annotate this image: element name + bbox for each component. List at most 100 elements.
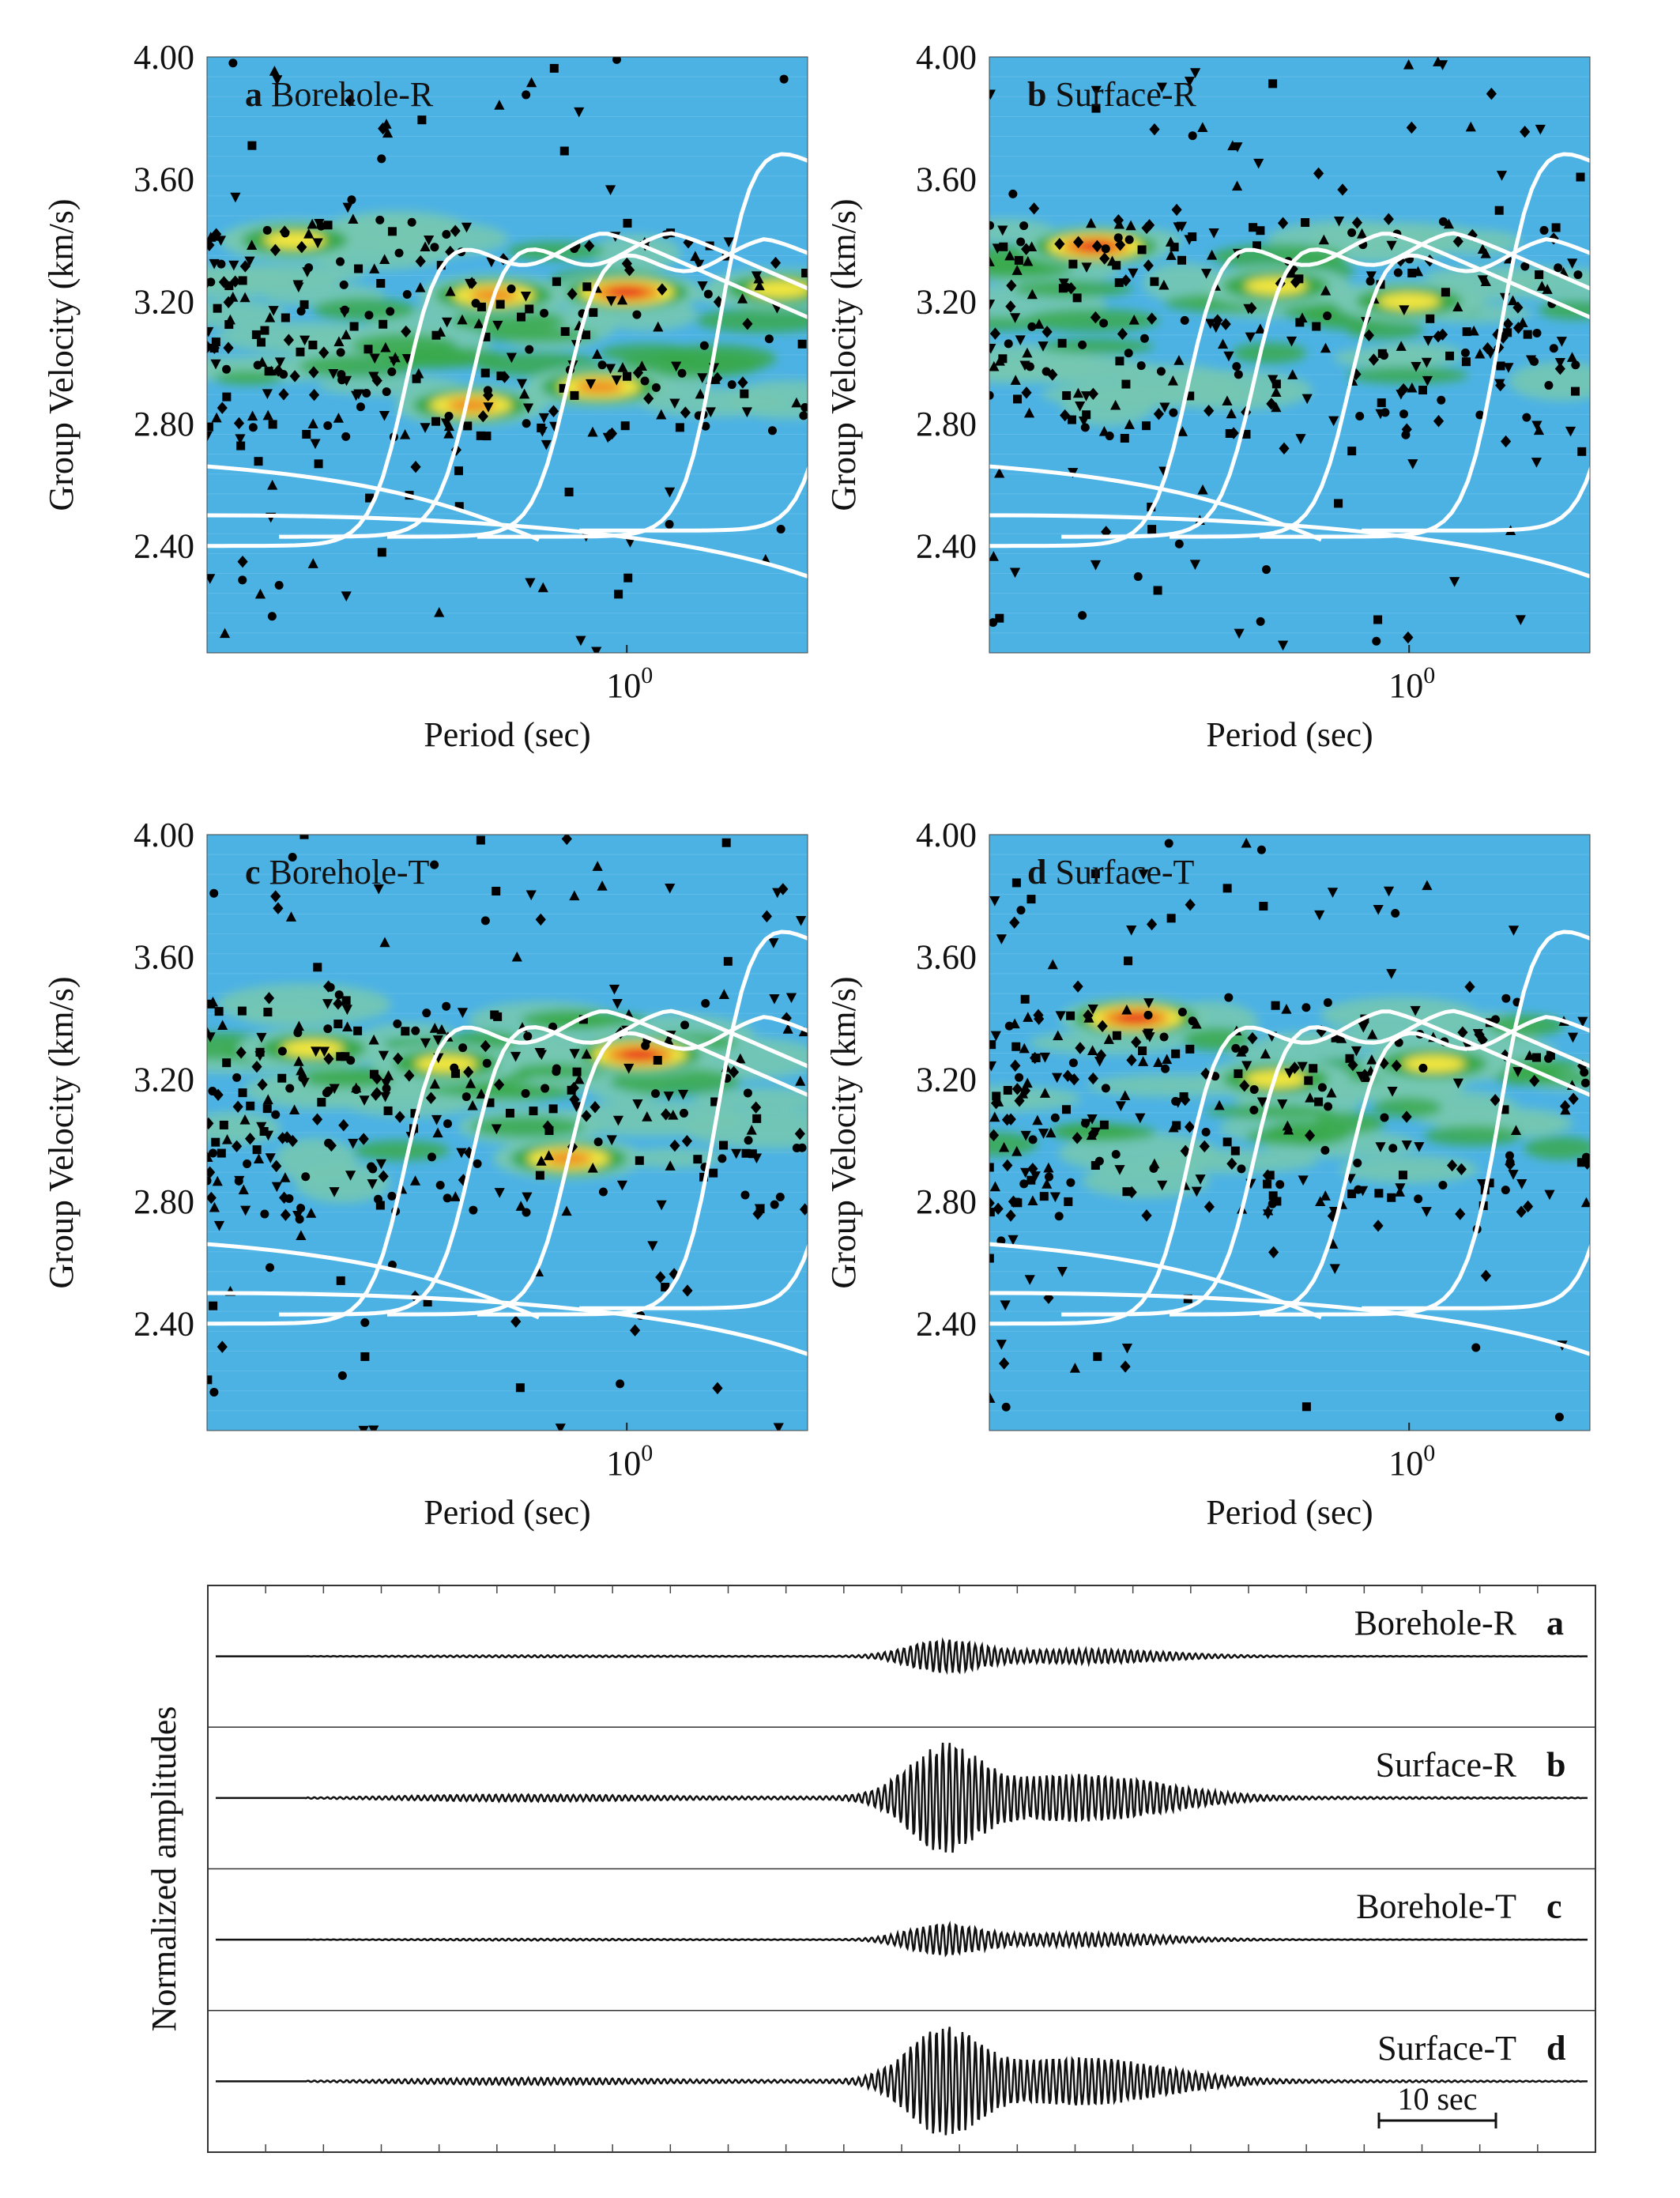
pick-marker xyxy=(382,1084,391,1093)
pick-marker xyxy=(1559,1099,1571,1113)
pick-marker xyxy=(207,574,216,584)
contour-band xyxy=(1346,367,1469,384)
pick-marker xyxy=(797,339,807,349)
pick-marker xyxy=(675,423,684,432)
pick-marker xyxy=(457,1008,469,1018)
y-tick-label: 3.60 xyxy=(916,938,977,977)
pick-marker xyxy=(266,1263,275,1272)
pick-marker xyxy=(1208,228,1219,239)
pick-marker xyxy=(420,241,431,252)
pick-marker xyxy=(1164,839,1173,848)
pick-marker xyxy=(293,1056,304,1066)
pick-marker xyxy=(549,63,559,73)
pick-marker xyxy=(1277,640,1289,651)
pick-marker xyxy=(798,1026,808,1037)
pick-marker xyxy=(265,311,276,322)
pick-marker xyxy=(525,345,534,354)
pick-marker xyxy=(1185,899,1196,911)
pick-marker xyxy=(555,1423,566,1431)
pick-marker xyxy=(340,305,349,315)
pick-marker xyxy=(1525,355,1537,366)
pick-marker xyxy=(1576,172,1585,182)
pick-marker xyxy=(1180,1144,1191,1157)
pick-marker xyxy=(1147,312,1158,325)
pick-marker xyxy=(1347,1189,1357,1198)
pick-marker xyxy=(412,374,421,383)
dispersion-curve xyxy=(989,1009,1590,1326)
pick-marker xyxy=(1028,1135,1038,1144)
pick-marker xyxy=(990,1096,1002,1110)
dispersion-curve xyxy=(279,231,808,539)
dispersion-curve xyxy=(1260,152,1590,539)
pick-marker xyxy=(387,1191,397,1201)
pick-marker xyxy=(409,1175,421,1186)
pick-marker xyxy=(483,402,494,413)
pick-marker xyxy=(323,421,333,431)
pick-marker xyxy=(476,431,485,440)
pick-marker xyxy=(1516,1205,1527,1218)
pick-marker xyxy=(1241,429,1251,439)
pick-marker xyxy=(432,1127,443,1138)
pick-markers xyxy=(207,835,808,1431)
pick-marker xyxy=(1010,375,1021,385)
pick-marker xyxy=(1266,398,1277,410)
pick-marker xyxy=(1099,1120,1109,1129)
pick-marker xyxy=(299,335,311,346)
pick-marker xyxy=(697,373,708,383)
pick-marker xyxy=(989,221,995,230)
pick-marker xyxy=(653,1055,662,1065)
pick-marker xyxy=(1072,1132,1083,1144)
pick-marker xyxy=(353,389,364,400)
pick-marker xyxy=(1087,1045,1098,1056)
pick-marker xyxy=(1128,315,1139,325)
y-tick-label: 3.60 xyxy=(916,160,977,199)
pick-marker xyxy=(582,330,591,340)
pick-marker xyxy=(217,1020,228,1031)
pick-marker xyxy=(1298,1175,1309,1186)
pick-marker xyxy=(1024,1275,1035,1285)
pick-marker xyxy=(1329,1264,1340,1275)
pick-marker xyxy=(617,362,628,372)
pick-marker xyxy=(1038,1129,1049,1139)
pick-marker xyxy=(288,1104,300,1114)
pick-marker xyxy=(1396,341,1407,351)
pick-marker xyxy=(1268,1191,1278,1201)
pick-marker xyxy=(1304,1076,1313,1085)
pick-marker xyxy=(251,1060,262,1073)
pick-marker xyxy=(1495,379,1506,392)
pick-marker xyxy=(1301,218,1310,228)
pick-marker xyxy=(1455,1208,1466,1220)
pick-marker xyxy=(1097,1020,1108,1032)
pick-marker xyxy=(1230,1146,1240,1156)
pick-marker xyxy=(1171,203,1182,217)
pick-marker xyxy=(368,1425,379,1431)
pick-marker xyxy=(463,421,473,431)
pick-marker xyxy=(1166,250,1177,260)
pick-marker xyxy=(1023,255,1034,266)
pick-marker xyxy=(307,418,318,428)
pick-marker xyxy=(682,1284,693,1297)
pick-marker xyxy=(1295,318,1305,327)
pick-marker xyxy=(442,1001,451,1011)
pick-marker xyxy=(1170,243,1179,252)
pick-marker xyxy=(1172,1121,1181,1130)
pick-marker xyxy=(778,883,789,895)
energy-contours xyxy=(207,983,808,1204)
pick-marker xyxy=(383,1106,393,1115)
pick-marker xyxy=(1027,1163,1038,1175)
pick-marker xyxy=(1246,302,1257,315)
pick-marker xyxy=(791,397,802,408)
pick-marker xyxy=(1501,993,1511,1003)
pick-marker xyxy=(1023,407,1035,418)
pick-marker xyxy=(677,368,687,378)
pick-marker xyxy=(989,1197,995,1209)
pick-marker xyxy=(1414,1194,1423,1204)
pick-marker xyxy=(1087,1114,1098,1125)
pick-marker xyxy=(989,1208,995,1217)
pick-marker xyxy=(1494,205,1504,215)
pick-marker xyxy=(1524,1050,1535,1061)
pick-marker xyxy=(365,493,375,503)
pick-marker xyxy=(668,1109,679,1120)
pick-marker xyxy=(1184,1121,1196,1133)
pick-marker xyxy=(307,218,318,229)
